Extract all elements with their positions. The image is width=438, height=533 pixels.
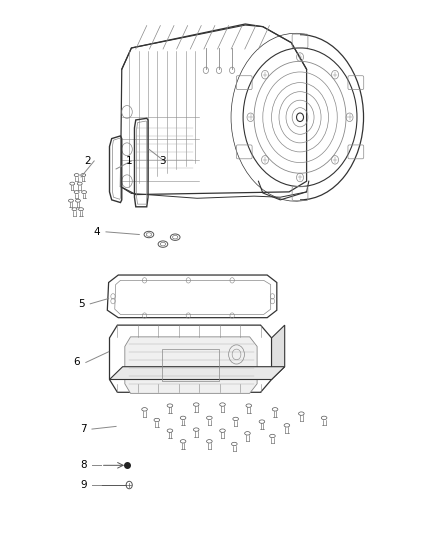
Polygon shape — [125, 337, 257, 393]
Text: 6: 6 — [73, 358, 80, 367]
Text: 8: 8 — [80, 461, 87, 470]
Text: 5: 5 — [78, 299, 85, 309]
Text: 9: 9 — [80, 480, 87, 490]
Text: 2: 2 — [84, 156, 91, 166]
Text: 1: 1 — [126, 156, 133, 166]
Text: 3: 3 — [159, 156, 166, 166]
Polygon shape — [110, 367, 285, 379]
Polygon shape — [272, 325, 285, 379]
Text: 4: 4 — [93, 227, 100, 237]
Text: 7: 7 — [80, 424, 87, 434]
